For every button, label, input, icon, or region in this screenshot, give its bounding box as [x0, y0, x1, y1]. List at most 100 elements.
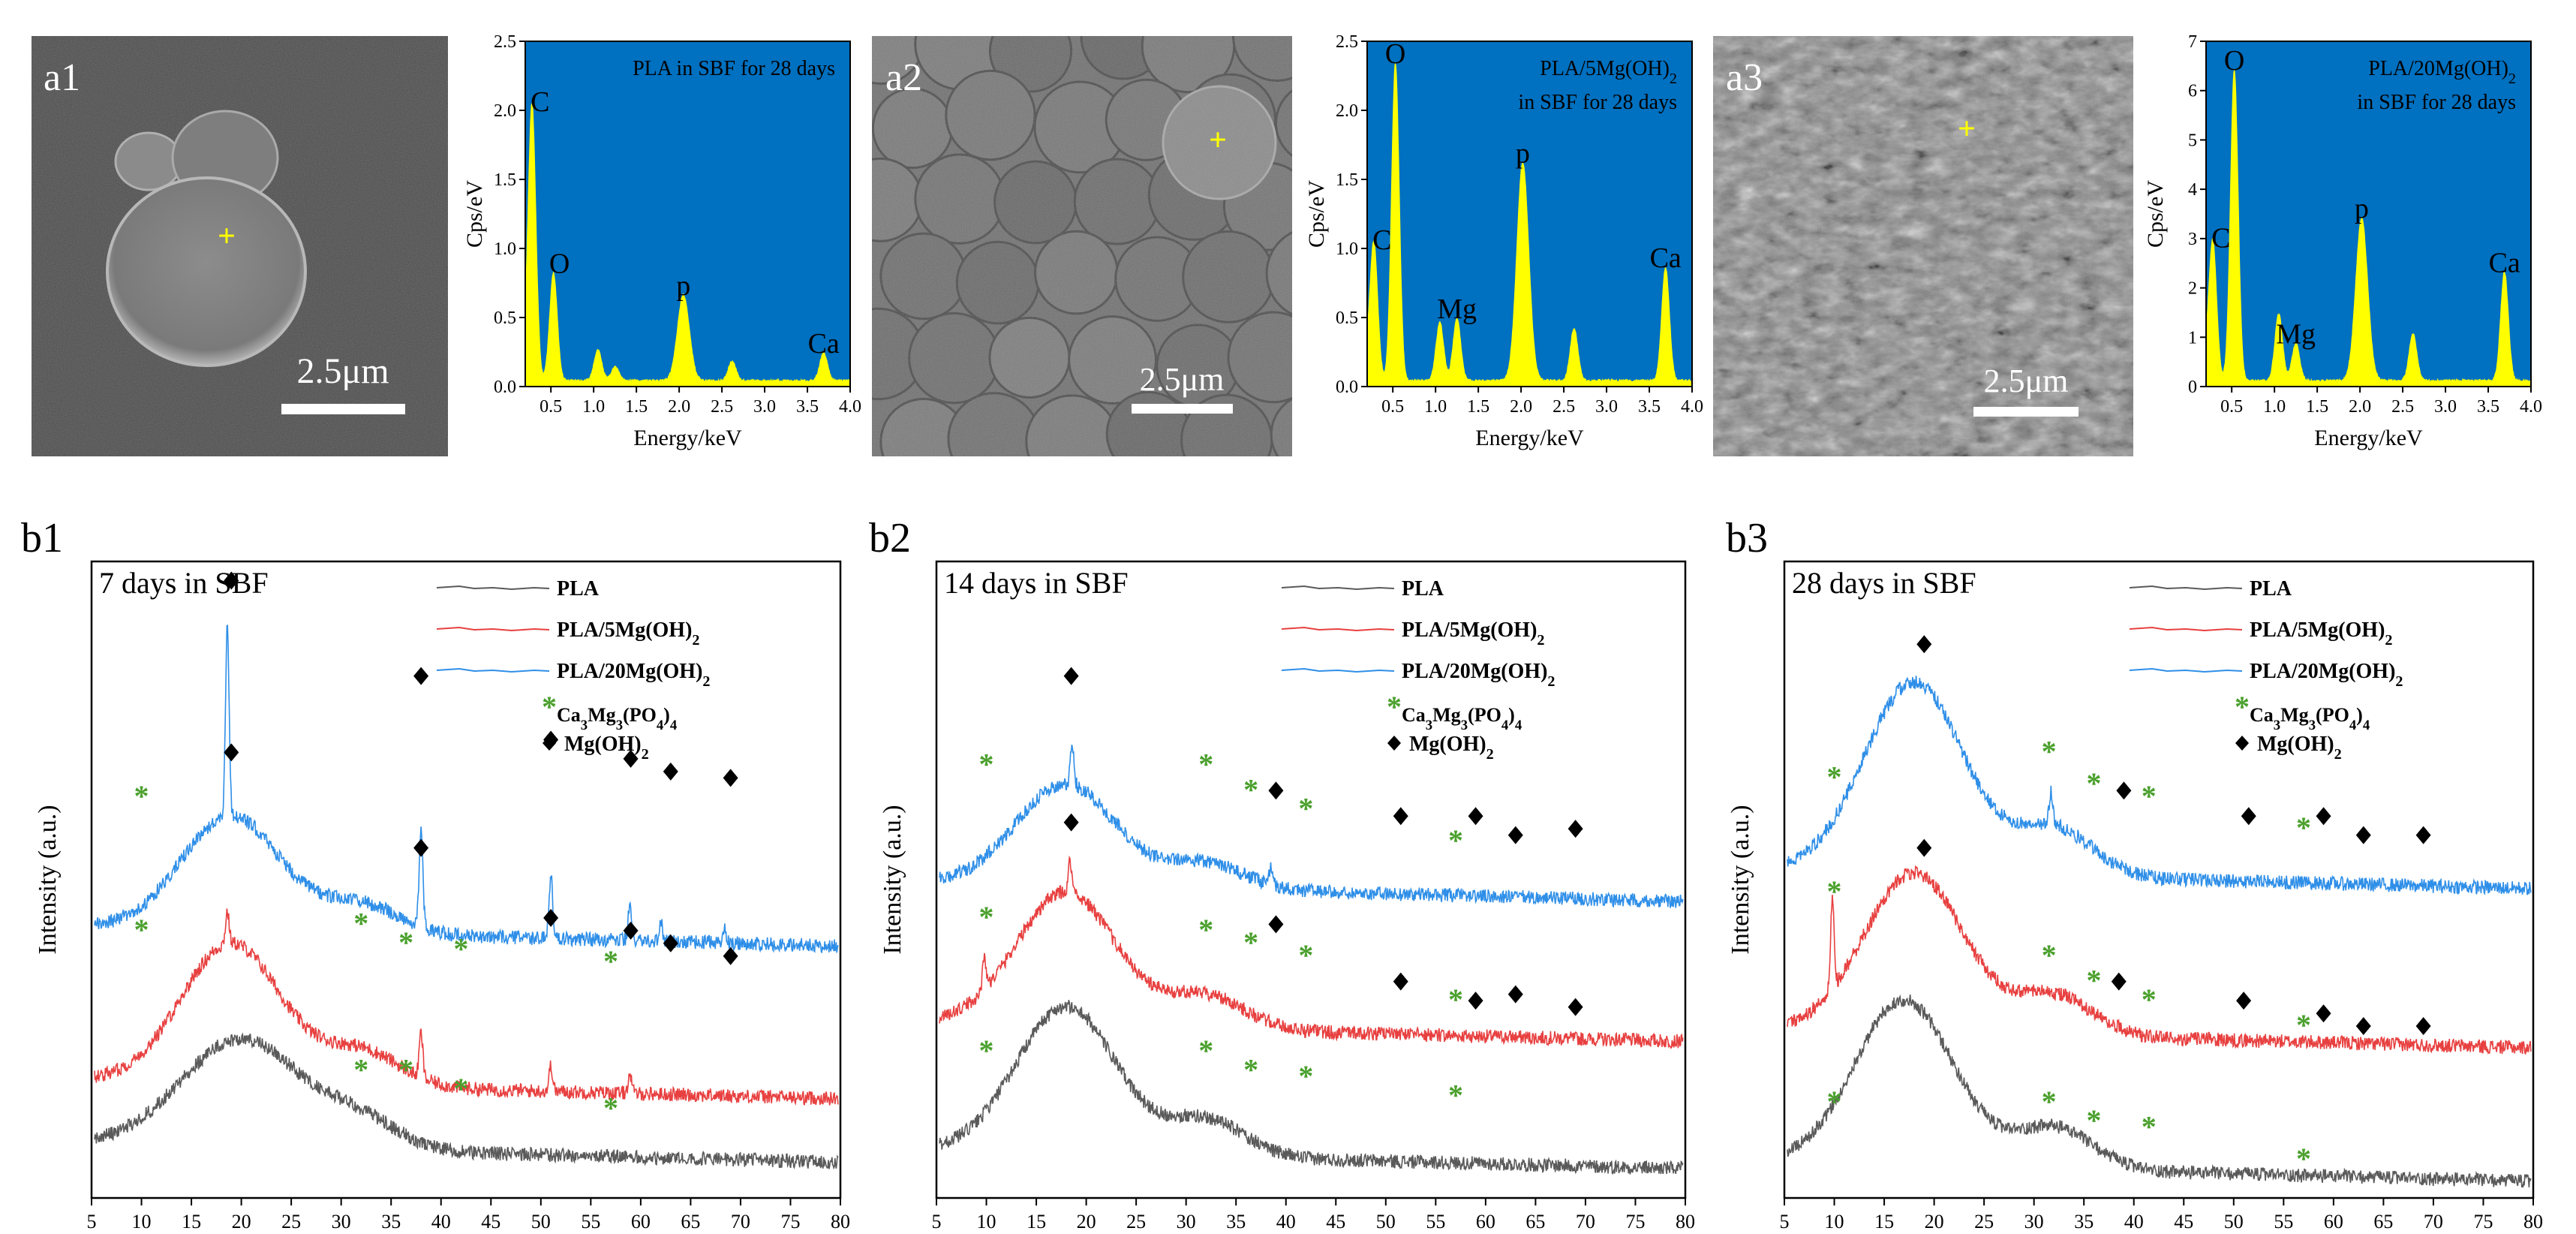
panel-label-b2: b2	[869, 515, 911, 561]
sem-crosshair: +	[1958, 112, 1976, 146]
chart-title: 7 days in SBF	[99, 566, 269, 600]
scale-bar-label: 2.5μm	[296, 351, 389, 391]
ca3mg3po4-marker: *	[353, 1052, 368, 1086]
x-tick-label: 20	[1925, 1211, 1944, 1232]
scale-bar	[1132, 404, 1233, 414]
mgoh2-marker	[2236, 992, 2252, 1010]
y-tick-label: 1	[2188, 328, 2197, 348]
ca3mg3po4-marker: *	[1198, 747, 1213, 781]
sem-crosshair: +	[1209, 123, 1227, 158]
text-span: (PO	[2316, 704, 2349, 726]
text-span: 3	[2309, 718, 2316, 733]
mgoh2-marker	[2355, 826, 2371, 844]
mgoh2-marker	[413, 838, 429, 857]
x-tick-label: 75	[2473, 1211, 2493, 1232]
x-tick-label: 1.0	[1424, 397, 1447, 417]
mgoh2-marker	[1063, 813, 1079, 832]
x-tick-label: 45	[1326, 1211, 1345, 1232]
x-axis-label: Energy/keV	[2314, 426, 2423, 450]
mgoh2-marker	[224, 743, 239, 762]
x-tick-label: 80	[2523, 1211, 2543, 1232]
ca3mg3po4-marker: *	[2042, 1085, 2057, 1118]
mgoh2-marker	[413, 667, 429, 685]
peak-label-ca: Ca	[1650, 242, 1682, 274]
ca3mg3po4-marker: *	[979, 1034, 994, 1067]
mgoh2-marker	[2415, 826, 2431, 844]
text-span: 2	[2385, 632, 2392, 649]
x-tick-label: 3.0	[753, 397, 776, 417]
y-tick-label: 1.5	[1336, 170, 1358, 190]
y-tick-label: 0.5	[1336, 308, 1358, 328]
axes-frame	[90, 560, 842, 1199]
mgoh2-marker	[1568, 998, 1583, 1016]
text-span: PLA/20Mg(OH)	[2368, 57, 2508, 80]
mgoh2-marker	[224, 571, 239, 590]
mgoh2-marker	[1393, 972, 1408, 991]
legend-swatch	[436, 667, 550, 673]
mgoh2-marker	[663, 934, 678, 953]
text-span: 2	[1670, 71, 1677, 87]
ca3mg3po4-marker: *	[1243, 1052, 1258, 1086]
legend-label: Ca3Mg3(PO4)4	[1402, 704, 1522, 733]
ca3mg3po4-marker: *	[1243, 926, 1258, 959]
peak-label-p: p	[1516, 137, 1530, 169]
mgoh2-marker	[1507, 985, 1523, 1004]
legend-label: Mg(OH)2	[2257, 733, 2342, 763]
y-tick-label: 2	[2188, 279, 2197, 299]
mgoh2-marker	[1916, 838, 1932, 857]
ca3mg3po4-marker: *	[398, 1052, 413, 1086]
eds-chart-pla5: C O Mg p Ca 0.5 1.0 1.5 2.0 2.5 3.0 3.5 4.0 0.0 0.5 1.0…	[1304, 32, 1703, 450]
x-tick-label: 60	[631, 1211, 651, 1232]
series-line-pla5	[939, 855, 1684, 1049]
sem-panel-a2: + a2 2.5μm	[872, 36, 1292, 456]
chart-title: PLA in SBF for 28 days	[633, 57, 835, 80]
text-span: 2	[2395, 673, 2403, 690]
legend-swatch	[1387, 736, 1401, 751]
x-tick-label: 3.5	[796, 397, 819, 417]
mgoh2-marker	[1268, 915, 1284, 934]
mgoh2-marker	[2111, 972, 2127, 991]
x-axis-label: Energy/keV	[1475, 426, 1584, 450]
chart-title: PLA/20Mg(OH)2	[2368, 57, 2516, 87]
legend-label: PLA/5Mg(OH)2	[1402, 619, 1545, 649]
text-span: Mg	[1432, 704, 1461, 726]
x-tick-label: 25	[1974, 1211, 1994, 1232]
ca3mg3po4-marker: *	[979, 900, 994, 934]
x-tick-label: 3.5	[1638, 397, 1661, 417]
y-tick-label: 2.5	[494, 32, 516, 52]
text-span: (PO	[1468, 704, 1501, 726]
peak-label-mg: Mg	[2276, 319, 2316, 351]
x-tick-label: 0.5	[1381, 397, 1404, 417]
x-tick-label: 40	[431, 1211, 451, 1232]
legend-label: PLA/5Mg(OH)2	[2250, 619, 2393, 649]
panel-label-b1: b1	[21, 515, 63, 561]
x-tick-label: 2.0	[1510, 397, 1532, 417]
peak-label-ca: Ca	[2489, 247, 2520, 278]
y-tick-label: 0	[2188, 378, 2197, 397]
text-span: 4	[2349, 718, 2356, 733]
mgoh2-marker	[543, 908, 559, 927]
mgoh2-marker	[1063, 667, 1079, 685]
text-span: Mg(OH)	[1409, 733, 1486, 756]
ca3mg3po4-marker: *	[353, 906, 368, 940]
series-line-pla5	[1787, 865, 2532, 1055]
x-tick-label: 10	[977, 1211, 996, 1232]
text-span: 3	[2274, 718, 2280, 733]
mgoh2-marker	[663, 762, 678, 781]
ca3mg3po4-marker: *	[1448, 1078, 1463, 1112]
ca3mg3po4-marker: *	[1827, 1085, 1842, 1118]
x-tick-label: 75	[780, 1211, 800, 1232]
ca3mg3po4-marker: *	[2142, 1110, 2157, 1144]
y-axis-label: Intensity (a.u.)	[1727, 805, 1754, 954]
text-span: 2	[642, 746, 649, 763]
text-span: PLA/5Mg(OH)	[557, 619, 692, 642]
x-tick-label: 2.5	[2391, 397, 2414, 417]
x-tick-label: 55	[581, 1211, 600, 1232]
ca3mg3po4-marker: *	[1298, 792, 1313, 826]
mgoh2-marker	[623, 921, 639, 940]
axes-frame	[2205, 41, 2532, 387]
legend-label: PLA	[557, 577, 600, 600]
text-span: Mg(OH)	[564, 733, 642, 756]
